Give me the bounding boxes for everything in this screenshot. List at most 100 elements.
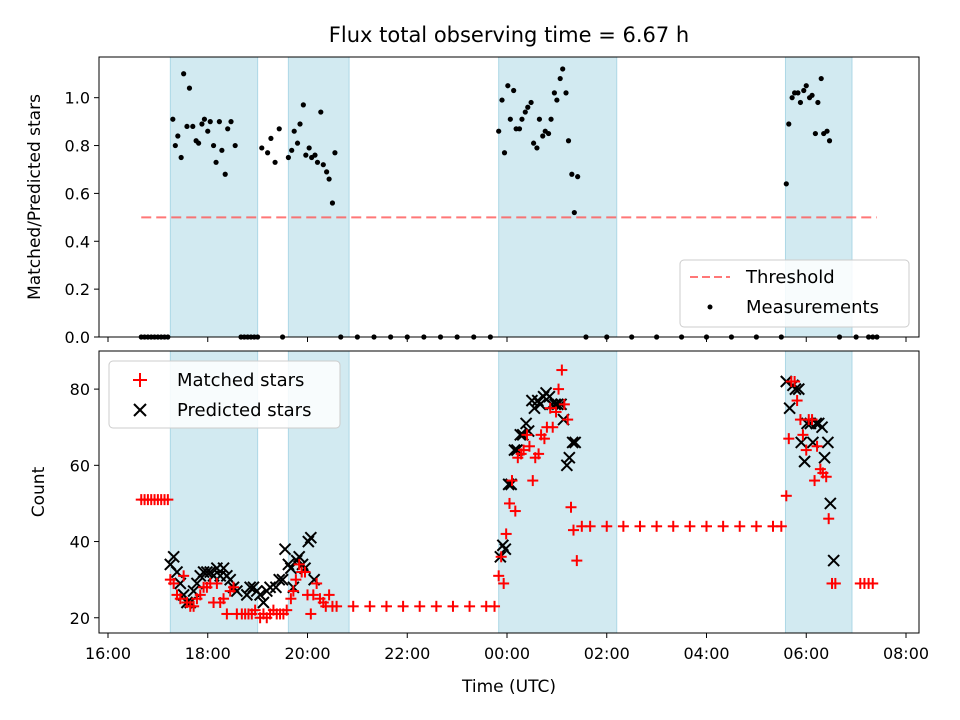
matched-point-43 [281, 604, 293, 616]
matched-point-97 [571, 555, 583, 567]
predicted-point-55 [528, 401, 541, 415]
matched-point-94 [562, 414, 574, 426]
measurement-point-108 [786, 121, 792, 127]
bottom-y-tick-label-1: 40 [70, 533, 90, 552]
measurement-point-77 [516, 126, 523, 132]
matched-point-105 [684, 520, 696, 532]
matched-point-64 [414, 600, 426, 612]
predicted-point-54 [525, 394, 539, 407]
measurement-point-96 [571, 209, 577, 216]
top-y-tick-label-3: 0.6 [65, 184, 90, 203]
measurement-point-70 [496, 128, 502, 134]
measurement-point-47 [297, 121, 303, 127]
measurement-point-87 [545, 130, 552, 137]
matched-point-111 [775, 520, 787, 532]
measurement-point-23 [210, 142, 217, 149]
matched-point-63 [397, 600, 409, 612]
measurement-point-117 [812, 130, 818, 137]
matched-point-18 [194, 589, 206, 601]
matched-point-49 [299, 566, 311, 578]
matched-point-89 [547, 421, 559, 433]
measurement-point-9 [170, 116, 176, 122]
matched-point-109 [750, 520, 762, 532]
matched-point-53 [311, 577, 323, 589]
matched-point-10 [168, 577, 180, 589]
measurement-point-94 [565, 138, 572, 144]
matched-point-116 [791, 395, 803, 407]
measurement-point-75 [511, 87, 517, 94]
measurement-point-119 [818, 75, 824, 82]
measurement-point-11 [175, 133, 181, 139]
measurement-point-109 [789, 95, 795, 101]
measurement-point-12 [178, 154, 184, 161]
predicted-point-84 [821, 436, 835, 449]
measurement-point-81 [528, 99, 534, 106]
measurement-point-55 [320, 162, 326, 168]
matched-point-8 [162, 494, 174, 506]
matched-point-34 [249, 604, 261, 616]
matched-point-99 [584, 520, 596, 532]
measurement-point-37 [259, 145, 265, 151]
matched-point-57 [323, 589, 335, 601]
matched-point-82 [527, 475, 539, 487]
matched-point-80 [521, 429, 533, 441]
bottom-legend-box [108, 360, 341, 429]
measurement-point-85 [540, 133, 546, 139]
bottom-legend: Matched stars Predicted stars [108, 360, 341, 429]
top-shaded-window-0 [169, 56, 259, 338]
measurement-point-56 [324, 169, 330, 175]
bottom-shaded-window-2 [498, 350, 618, 634]
measurement-point-90 [554, 97, 560, 103]
predicted-point-83 [818, 451, 831, 464]
x-tick-label-8: 08:00 [883, 644, 929, 663]
bottom-y-tick-label-0: 20 [70, 609, 90, 628]
matched-point-108 [734, 520, 746, 532]
matched-point-106 [701, 520, 712, 532]
matched-legend-swatch [133, 373, 147, 387]
measurement-point-45 [291, 128, 297, 134]
predicted-point-52 [519, 417, 533, 430]
matched-point-52 [307, 589, 319, 601]
measurement-point-116 [809, 92, 815, 98]
matched-point-121 [806, 414, 818, 426]
measurement-point-91 [557, 75, 563, 82]
measurement-point-97 [575, 174, 581, 180]
measurement-point-121 [824, 128, 830, 134]
measurement-point-83 [534, 145, 540, 151]
matched-point-79 [518, 444, 530, 456]
matched-point-107 [717, 520, 729, 532]
measurement-point-14 [184, 123, 190, 130]
measurement-point-44 [289, 147, 295, 153]
measurement-point-122 [826, 138, 833, 144]
measurement-point-78 [519, 116, 525, 122]
matched-point-74 [503, 497, 515, 509]
measurement-point-71 [499, 97, 505, 103]
measurement-point-27 [222, 171, 228, 177]
measurement-point-53 [314, 159, 321, 165]
matched-point-25 [218, 593, 230, 605]
matched-point-62 [380, 600, 392, 612]
measurement-point-93 [563, 90, 569, 96]
matched-point-60 [347, 600, 359, 612]
top-shaded-window-2 [498, 56, 618, 338]
matched-point-129 [829, 577, 841, 589]
predicted-point-76 [798, 455, 811, 468]
matched-point-70 [493, 570, 505, 582]
measurement-point-19 [199, 121, 205, 127]
matched-point-66 [447, 600, 459, 612]
measurement-point-52 [312, 152, 318, 158]
matched-point-73 [500, 528, 512, 540]
matched-point-115 [789, 375, 801, 387]
predicted-point-67 [563, 451, 576, 464]
matched-point-26 [221, 608, 233, 620]
measurement-point-25 [216, 119, 222, 125]
matched-point-86 [538, 433, 550, 445]
x-tick-label-2: 20:00 [284, 644, 330, 663]
threshold-legend-label: Threshold [745, 267, 835, 288]
matched-point-59 [331, 600, 343, 612]
measurement-point-107 [783, 181, 789, 187]
measurement-point-30 [232, 142, 238, 149]
predicted-point-82 [815, 421, 829, 434]
measurement-point-13 [181, 71, 187, 77]
